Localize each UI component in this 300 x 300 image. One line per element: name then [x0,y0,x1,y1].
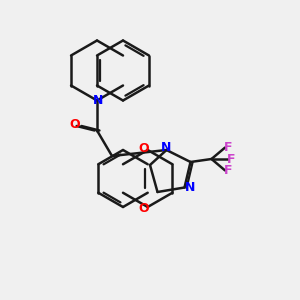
Text: F: F [227,152,236,166]
Text: N: N [185,181,195,194]
Text: O: O [69,118,80,131]
Text: N: N [161,141,171,154]
Text: O: O [139,142,149,155]
Text: F: F [224,141,233,154]
Text: N: N [93,94,104,107]
Text: O: O [139,202,149,215]
Text: F: F [224,164,233,177]
